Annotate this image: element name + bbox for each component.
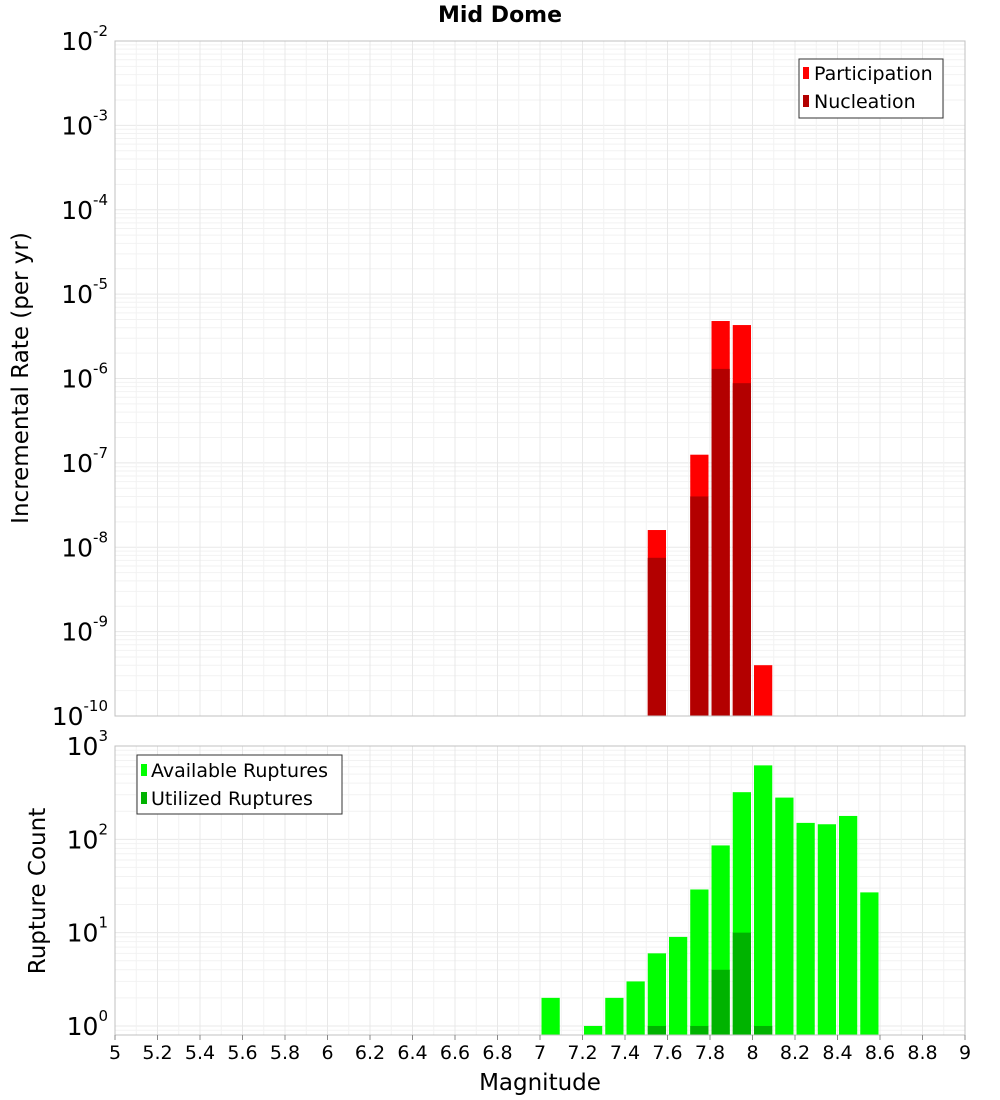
- rate-legend-box: [798, 58, 944, 119]
- available-ruptures-bar-m7.05: [541, 997, 560, 1035]
- utilized-ruptures-bar-m7.85: [711, 969, 730, 1035]
- available-ruptures-bar-m7.75: [690, 889, 709, 1035]
- utilized-ruptures-bar-m8.05: [754, 1025, 773, 1035]
- y-tick-label-1e-3: 10-3: [61, 106, 108, 140]
- nucleation-bar-m7.95: [732, 383, 751, 716]
- count-y-ticks: 100 101 102 103: [67, 727, 108, 1041]
- available-ruptures-legend-swatch: [141, 764, 147, 776]
- available-ruptures-bar-m8.25: [796, 822, 815, 1035]
- y-tick-label-1e-5: 10-5: [61, 275, 108, 309]
- available-ruptures-bar-m8.45: [839, 815, 858, 1035]
- available-ruptures-bar-m7.45: [626, 981, 645, 1035]
- y-tick-label-1e2: 102: [67, 820, 108, 854]
- participation-legend-swatch: [803, 67, 809, 79]
- x-tick-label-7.8: 7.8: [695, 1042, 725, 1064]
- x-tick-label-5.2: 5.2: [142, 1042, 172, 1064]
- x-tick-label-5.8: 5.8: [270, 1042, 300, 1064]
- rate-plot-frame: [114, 40, 966, 717]
- x-tick-label-6: 6: [321, 1042, 333, 1064]
- x-tick-label-5.6: 5.6: [227, 1042, 257, 1064]
- rate-y-ticks: 10-10 10-9 10-8 10-7 10-6 10-5 10-4 10-3 10-2: [52, 22, 108, 731]
- participation-legend-label: Participation: [814, 63, 933, 85]
- y-tick-label-1e-6: 10-6: [61, 360, 108, 394]
- x-tick-label-7.6: 7.6: [652, 1042, 682, 1064]
- x-tick-label-7.2: 7.2: [567, 1042, 597, 1064]
- participation-bar-m8.05: [754, 665, 773, 716]
- available-ruptures-bar-m8.55: [860, 892, 879, 1035]
- count-bars: [541, 765, 879, 1035]
- available-ruptures-bar-m8.35: [817, 824, 836, 1035]
- available-ruptures-bar-m7.25: [584, 1025, 603, 1035]
- available-ruptures-bar-m8.15: [775, 797, 794, 1035]
- utilized-ruptures-bar-m7.75: [690, 1025, 709, 1035]
- x-tick-label-6.8: 6.8: [482, 1042, 512, 1064]
- x-tick-label-6.4: 6.4: [397, 1042, 427, 1064]
- y-tick-label-1e-7: 10-7: [61, 444, 108, 478]
- y-tick-label-1e3: 103: [67, 727, 108, 761]
- x-tick-label-8.8: 8.8: [907, 1042, 937, 1064]
- x-tick-label-6.6: 6.6: [440, 1042, 470, 1064]
- nucleation-bar-m7.55: [647, 557, 666, 716]
- chart-title: Mid Dome: [438, 3, 562, 28]
- magnitude-x-ticks: 5 5.2 5.4 5.6 5.8 6 6.2 6.4 6.6 6.8 7 7.2 7.4 7.6 7.8 8…: [109, 1035, 971, 1064]
- available-ruptures-legend-label: Available Ruptures: [151, 760, 328, 782]
- nucleation-bar-m7.85: [711, 368, 730, 716]
- y-tick-label-1e0: 100: [67, 1007, 108, 1041]
- nucleation-legend-label: Nucleation: [814, 91, 916, 113]
- rate-panel: 10-10 10-9 10-8 10-7 10-6 10-5 10-4 10-3 10-2 In…: [8, 22, 966, 731]
- x-tick-label-8: 8: [746, 1042, 758, 1064]
- available-ruptures-bar-m7.35: [605, 997, 624, 1035]
- x-tick-label-8.2: 8.2: [780, 1042, 810, 1064]
- x-tick-label-5: 5: [109, 1042, 121, 1064]
- available-ruptures-bar-m8.05: [754, 765, 773, 1035]
- count-panel: 100 101 102 103 5 5.2 5.4 5.6 5.8 6 6.2 6.4 6.6 6.8 7…: [25, 727, 971, 1096]
- utilized-ruptures-legend-label: Utilized Ruptures: [151, 788, 313, 810]
- x-tick-label-8.4: 8.4: [822, 1042, 852, 1064]
- count-y-axis-label: Rupture Count: [25, 808, 51, 974]
- x-tick-label-5.4: 5.4: [185, 1042, 215, 1064]
- y-tick-label-1e-2: 10-2: [61, 22, 108, 56]
- rate-bars: [647, 321, 773, 716]
- rate-legend: Participation Nucleation: [798, 58, 944, 119]
- y-tick-label-1e1: 101: [67, 914, 108, 948]
- available-ruptures-bar-m7.55: [647, 953, 666, 1035]
- nucleation-bar-m7.75: [690, 496, 709, 716]
- available-ruptures-bar-m7.65: [669, 936, 688, 1035]
- x-tick-label-8.6: 8.6: [865, 1042, 895, 1064]
- rate-grid: [114, 40, 966, 717]
- utilized-ruptures-bar-m7.95: [732, 932, 751, 1035]
- x-tick-label-7: 7: [534, 1042, 546, 1064]
- count-legend: Available Ruptures Utilized Ruptures: [136, 754, 343, 815]
- utilized-ruptures-legend-swatch: [141, 792, 147, 804]
- utilized-ruptures-bar-m7.55: [647, 1025, 666, 1035]
- nucleation-legend-swatch: [803, 95, 809, 107]
- x-tick-label-9: 9: [959, 1042, 971, 1064]
- count-legend-box: [136, 754, 343, 815]
- y-tick-label-1e-4: 10-4: [61, 191, 108, 225]
- x-tick-label-6.2: 6.2: [355, 1042, 385, 1064]
- y-tick-label-1e-10: 10-10: [52, 697, 108, 731]
- magnitude-x-axis-label: Magnitude: [479, 1070, 601, 1096]
- rate-y-axis-label: Incremental Rate (per yr): [8, 232, 34, 524]
- y-tick-label-1e-9: 10-9: [61, 613, 108, 647]
- y-tick-label-1e-8: 10-8: [61, 528, 108, 562]
- x-tick-label-7.4: 7.4: [610, 1042, 640, 1064]
